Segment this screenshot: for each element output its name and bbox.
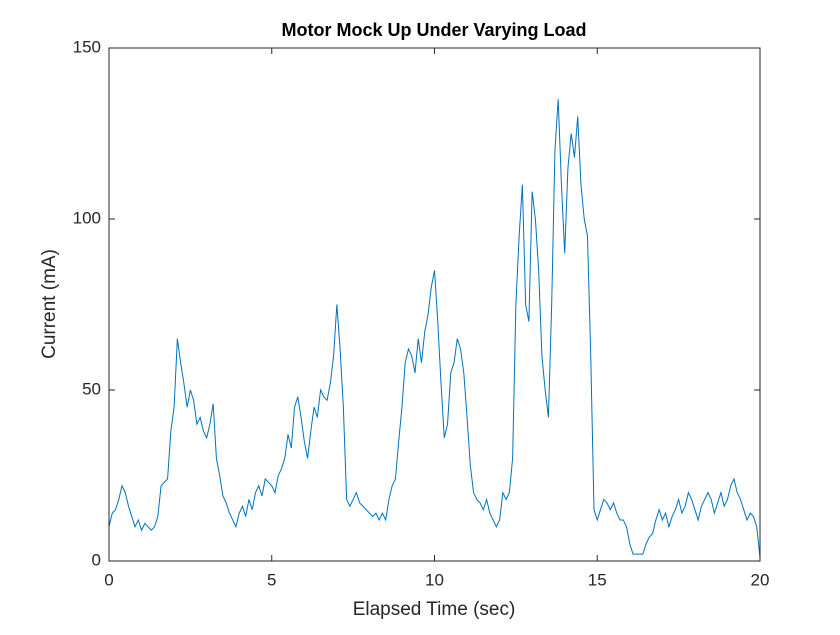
y-axis-label: Current (mA) (39, 249, 60, 359)
x-tick-label: 5 (267, 570, 276, 589)
y-tick-label: 100 (73, 208, 101, 227)
data-line (108, 99, 761, 558)
x-tick-label: 0 (104, 570, 113, 589)
x-tick-label: 20 (751, 570, 770, 589)
chart-title: Motor Mock Up Under Varying Load (281, 20, 586, 40)
y-tick-label: 50 (82, 379, 101, 398)
x-axis-label: Elapsed Time (sec) (353, 599, 516, 620)
x-tick-label: 15 (588, 570, 607, 589)
x-tick-label: 10 (425, 570, 444, 589)
y-tick-label: 150 (73, 37, 101, 56)
y-tick-label: 0 (92, 550, 101, 569)
